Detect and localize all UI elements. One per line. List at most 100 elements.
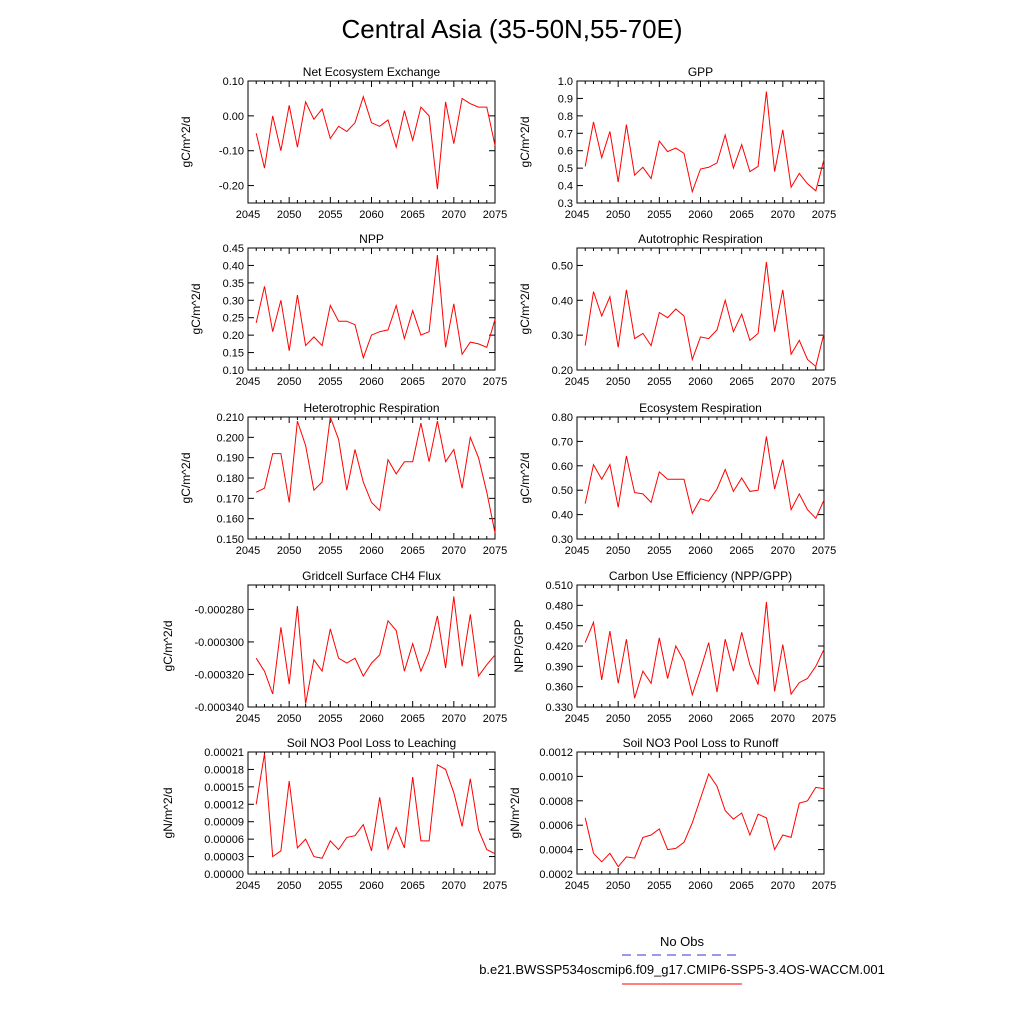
x-tick-label: 2070	[771, 545, 795, 557]
x-tick-label: 2045	[565, 209, 589, 221]
chart-panel: GPP gC/m^2/d 2045 2050 2055 2060 2065 2070 2075 0…	[518, 65, 836, 221]
y-tick-label: -0.20	[219, 181, 244, 193]
x-tick-label: 2065	[400, 209, 424, 221]
chart-panel: Ecosystem Respiration gC/m^2/d 2045 2050 205…	[518, 401, 836, 557]
x-tick-label: 2075	[483, 376, 507, 388]
x-tick-label: 2070	[442, 880, 466, 892]
panel-title: Gridcell Surface CH4 Flux	[302, 569, 441, 583]
x-tick-label: 2045	[236, 376, 260, 388]
y-tick-label: 0.190	[216, 453, 244, 465]
x-tick-label: 2050	[277, 880, 301, 892]
plot-frame	[576, 751, 825, 875]
y-tick-label: 0.60	[552, 461, 573, 473]
series-line	[255, 254, 496, 360]
y-tick-label: 0.0004	[539, 845, 573, 857]
plot-frame	[576, 247, 825, 371]
y-tick-label: 0.390	[545, 661, 573, 673]
series-line	[584, 436, 825, 520]
y-tick-label: 0.210	[216, 412, 244, 424]
x-tick-label: 2050	[606, 209, 630, 221]
x-tick-label: 2050	[606, 713, 630, 725]
series-line	[255, 416, 496, 533]
y-tick-label: 1.0	[558, 76, 573, 88]
x-tick-label: 2070	[771, 880, 795, 892]
x-tick-label: 2070	[771, 713, 795, 725]
plot-frame	[247, 247, 496, 371]
x-tick-label: 2055	[318, 209, 342, 221]
chart-panel: Soil NO3 Pool Loss to Leaching gN/m^2/d 20…	[161, 736, 507, 892]
x-tick-label: 2045	[565, 713, 589, 725]
y-tick-label: 0.6	[558, 146, 573, 158]
y-tick-label: 0.25	[223, 313, 244, 325]
y-tick-label: 0.80	[552, 412, 573, 424]
series-line	[255, 753, 496, 859]
x-tick-label: 2045	[236, 713, 260, 725]
x-tick-label: 2055	[318, 880, 342, 892]
x-tick-label: 2060	[359, 209, 383, 221]
x-tick-label: 2045	[236, 545, 260, 557]
x-tick-label: 2055	[318, 713, 342, 725]
y-axis-label: gN/m^2/d	[161, 788, 175, 839]
x-tick-label: 2060	[688, 376, 712, 388]
y-tick-label: -0.000300	[194, 637, 244, 649]
y-axis-label: gC/m^2/d	[179, 453, 193, 504]
x-tick-label: 2065	[729, 545, 753, 557]
x-tick-label: 2065	[729, 880, 753, 892]
y-tick-label: 0.30	[552, 330, 573, 342]
y-tick-label: 0.10	[223, 76, 244, 88]
y-tick-label: 0.40	[223, 260, 244, 272]
plot-frame	[247, 584, 496, 708]
x-tick-label: 2075	[812, 209, 836, 221]
x-tick-label: 2065	[400, 713, 424, 725]
chart-panel: Gridcell Surface CH4 Flux gC/m^2/d 2045 205…	[161, 569, 507, 725]
x-tick-label: 2050	[606, 545, 630, 557]
x-tick-label: 2045	[565, 880, 589, 892]
x-tick-label: 2060	[688, 880, 712, 892]
y-tick-label: 0.30	[223, 295, 244, 307]
chart-panel: Autotrophic Respiration gC/m^2/d 2045 2050 2…	[518, 232, 836, 388]
y-tick-label: 0.8	[558, 111, 573, 123]
x-tick-label: 2060	[359, 376, 383, 388]
panel-title: NPP	[359, 232, 384, 246]
y-tick-label: -0.10	[219, 146, 244, 158]
panel-title: Soil NO3 Pool Loss to Leaching	[287, 736, 456, 750]
x-tick-label: 2055	[647, 376, 671, 388]
panel-title: Net Ecosystem Exchange	[303, 65, 441, 79]
legend-run-label: b.e21.BWSSP534oscmip6.f09_g17.CMIP6-SSP5…	[479, 962, 885, 977]
chart-panel: Heterotrophic Respiration gC/m^2/d 2045 205…	[179, 401, 507, 557]
y-tick-label: 0.330	[545, 702, 573, 714]
y-tick-label: 0.45	[223, 243, 244, 255]
y-tick-label: 0.35	[223, 278, 244, 290]
y-axis-label: NPP/GPP	[512, 619, 526, 672]
x-tick-label: 2070	[442, 713, 466, 725]
y-tick-label: 0.0010	[539, 771, 573, 783]
x-tick-label: 2065	[729, 376, 753, 388]
x-tick-label: 2075	[812, 713, 836, 725]
y-axis-label: gN/m^2/d	[508, 788, 522, 839]
series-line	[584, 91, 825, 194]
y-tick-label: 0.00009	[204, 817, 244, 829]
y-tick-label: 0.50	[552, 260, 573, 272]
x-tick-label: 2065	[400, 880, 424, 892]
y-tick-label: 0.15	[223, 348, 244, 360]
chart-panel: Soil NO3 Pool Loss to Runoff gN/m^2/d 2045…	[508, 736, 836, 892]
x-tick-label: 2075	[483, 545, 507, 557]
chart-panel: Carbon Use Efficiency (NPP/GPP) NPP/GPP 20…	[512, 569, 836, 725]
panel-title: GPP	[688, 65, 713, 79]
x-tick-label: 2055	[647, 880, 671, 892]
plot-frame	[576, 584, 825, 708]
x-tick-label: 2055	[318, 376, 342, 388]
y-axis-label: gC/m^2/d	[179, 117, 193, 168]
chart-panel: NPP gC/m^2/d 2045 2050 2055 2060 2065 2070 2075 0…	[189, 232, 507, 388]
y-tick-label: 0.480	[545, 600, 573, 612]
panel-title: Soil NO3 Pool Loss to Runoff	[623, 736, 780, 750]
y-tick-label: 0.150	[216, 534, 244, 546]
y-tick-label: 0.00006	[204, 834, 244, 846]
x-tick-label: 2070	[771, 209, 795, 221]
x-tick-label: 2070	[442, 376, 466, 388]
y-tick-label: 0.160	[216, 514, 244, 526]
y-tick-label: 0.0008	[539, 796, 573, 808]
y-tick-label: 0.170	[216, 493, 244, 505]
x-tick-label: 2050	[277, 376, 301, 388]
